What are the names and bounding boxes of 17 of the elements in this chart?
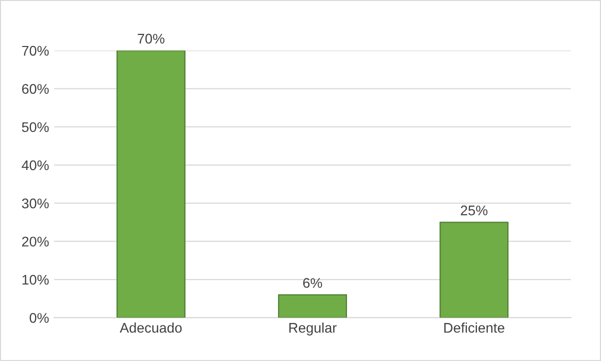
x-tick-label: Regular [289, 322, 337, 336]
y-tick-label: 70% [22, 46, 49, 56]
bar [278, 294, 347, 318]
y-tick-label: 60% [22, 84, 49, 94]
data-label: 70% [138, 34, 164, 44]
bar [440, 222, 509, 318]
x-tick-label: Adecuado [120, 322, 182, 333]
data-label: 6% [303, 278, 322, 288]
y-tick-label: 30% [22, 198, 49, 208]
y-tick-label: 40% [22, 160, 49, 170]
y-tick-label: 0% [30, 313, 49, 323]
y-tick-label: 20% [22, 236, 49, 247]
y-tick-label: 10% [22, 274, 49, 285]
y-tick-label: 50% [22, 122, 49, 132]
bar [116, 50, 186, 318]
data-label: 25% [460, 206, 488, 216]
x-tick-label: Deficiente [444, 322, 504, 333]
